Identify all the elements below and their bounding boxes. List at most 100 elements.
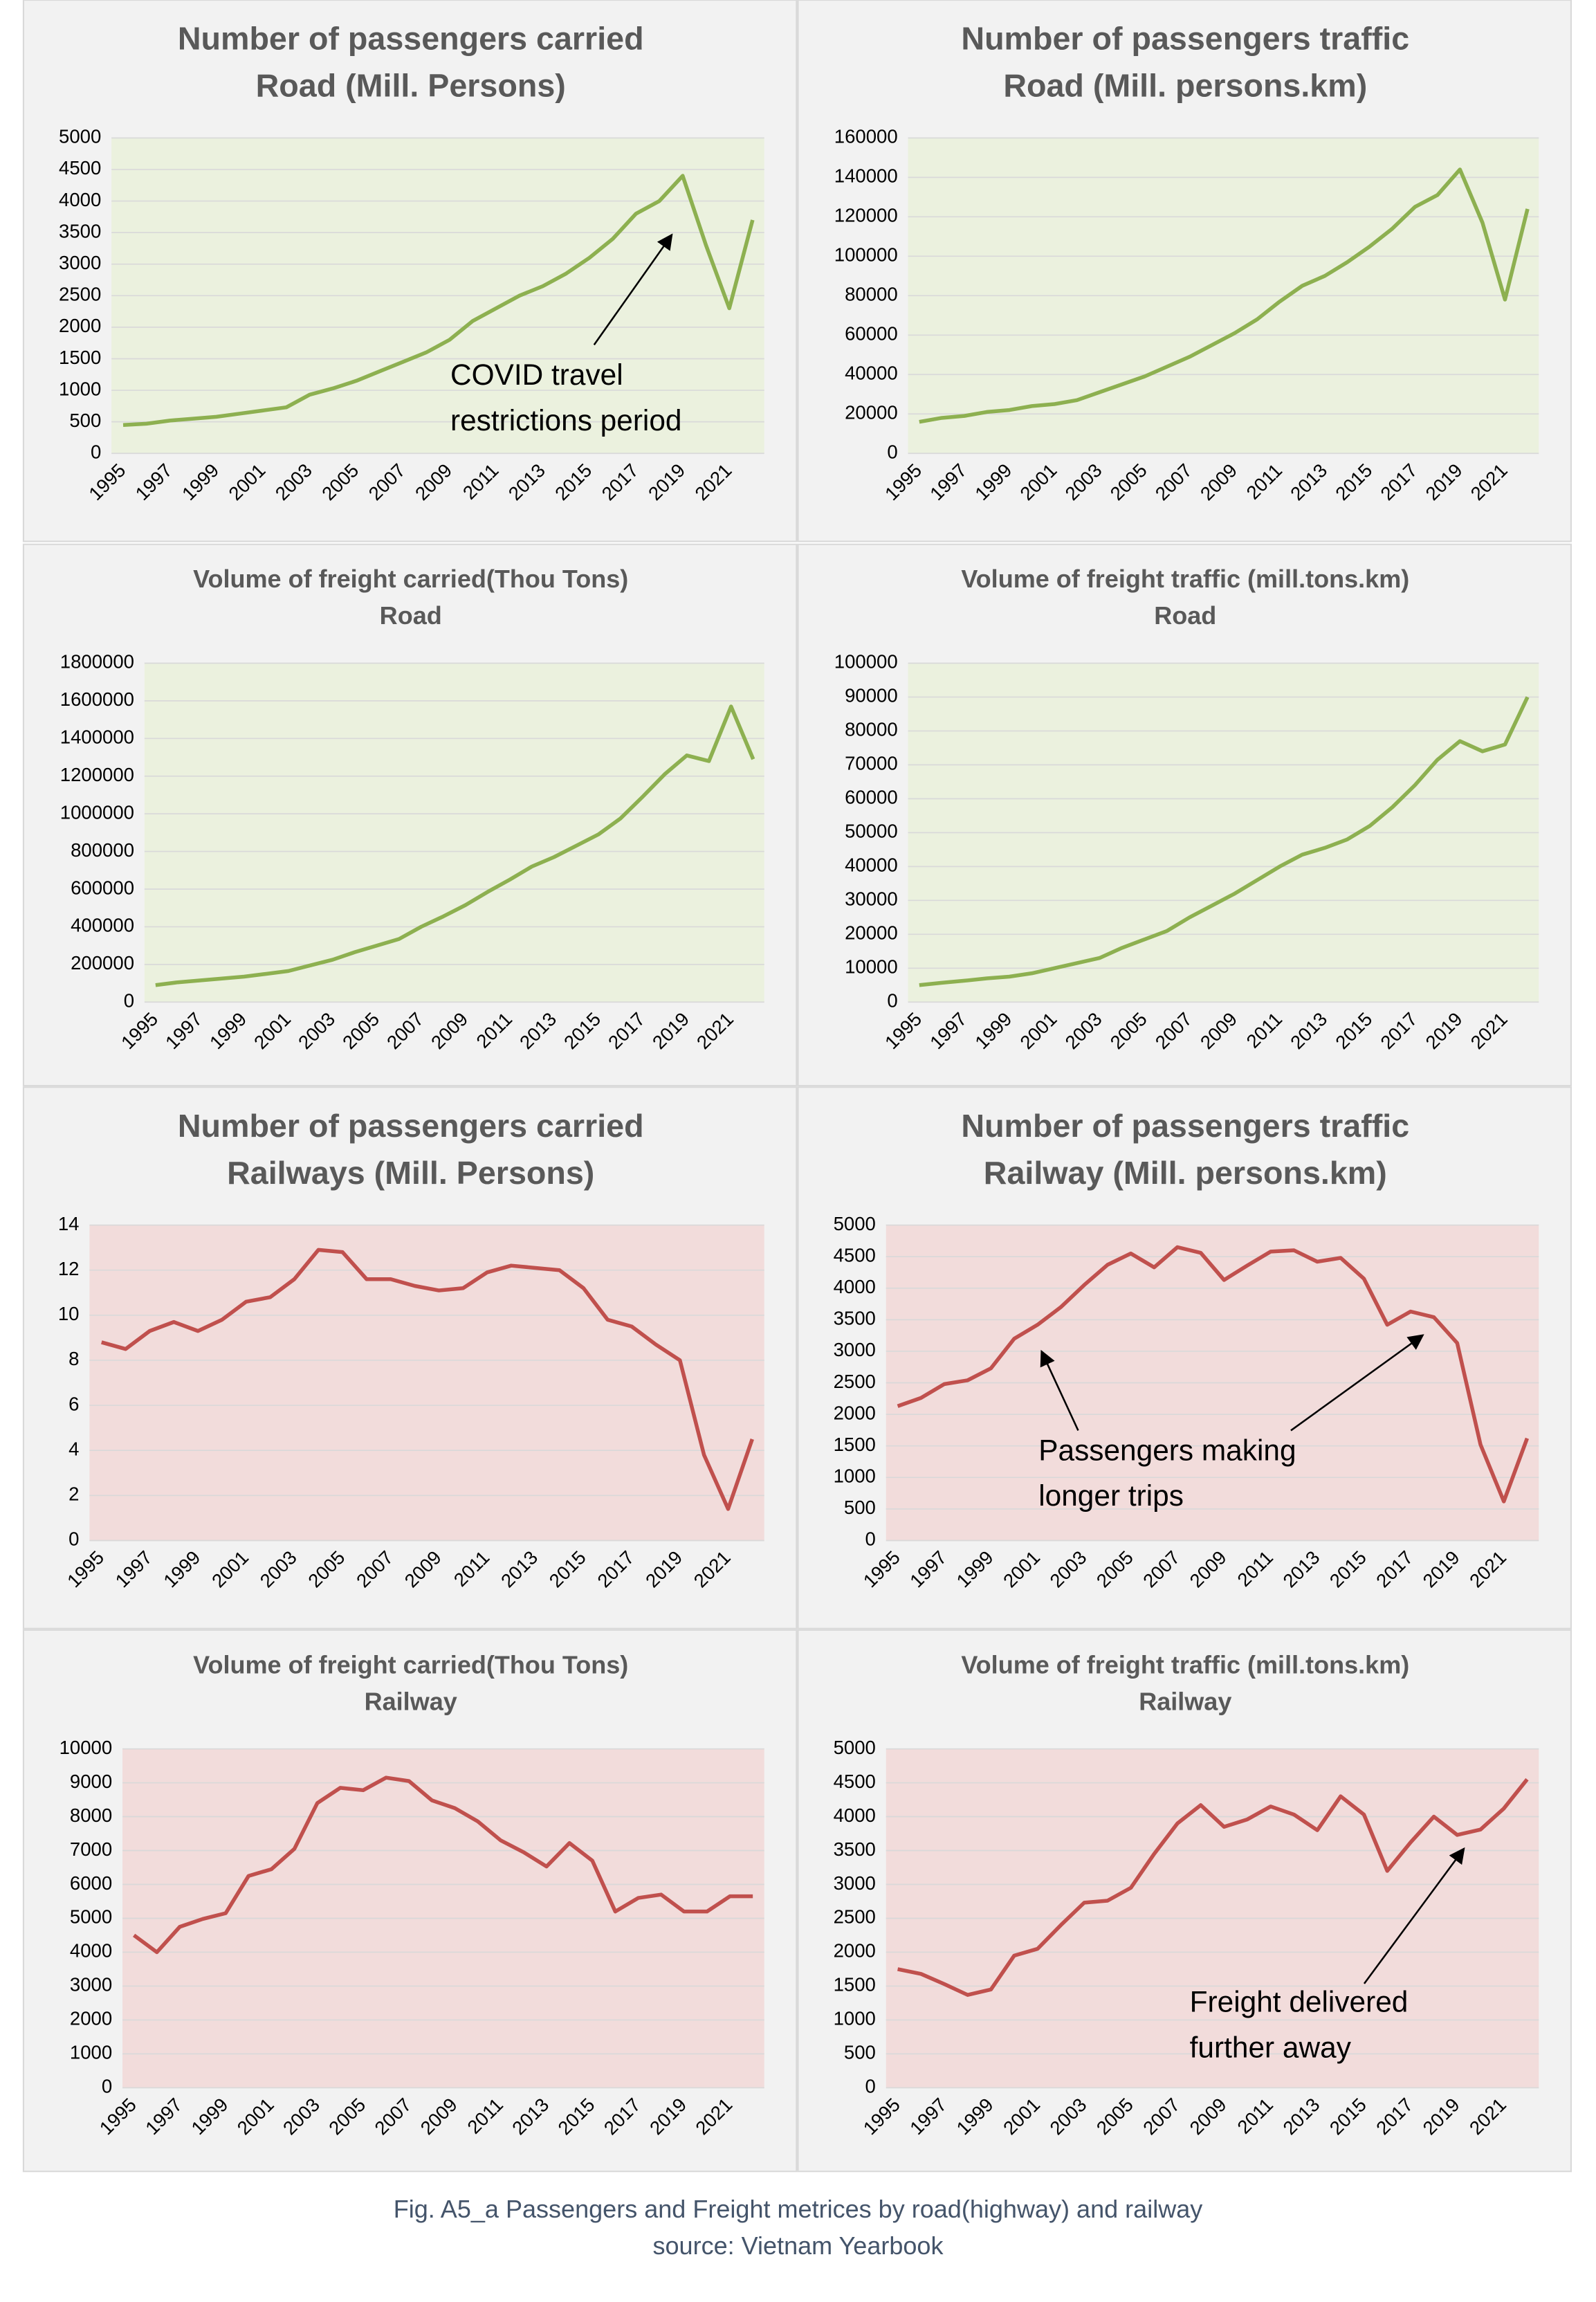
- y-tick-label: 1200000: [60, 764, 134, 785]
- plot-area: [144, 663, 764, 1003]
- y-tick-label: 0: [124, 990, 134, 1012]
- y-tick-label: 30000: [845, 888, 898, 910]
- data-line: [132, 1775, 753, 1955]
- y-tick-label: 5000: [59, 126, 101, 147]
- y-tick-label: 1800000: [60, 651, 134, 673]
- chart-subtitle: Railway: [1139, 1687, 1231, 1715]
- y-tick-label: 2000: [70, 2008, 112, 2029]
- chart-title: Number of passengers carried: [178, 1108, 644, 1144]
- y-tick-label: 1500: [59, 347, 101, 368]
- y-tick-label: 1000000: [60, 801, 134, 823]
- chart-subtitle: Road: [1154, 601, 1216, 630]
- y-tick-label: 4500: [59, 157, 101, 179]
- y-tick-label: 2000: [59, 315, 101, 336]
- y-tick-label: 6000: [70, 1872, 112, 1894]
- annotation-arrow: [1040, 1349, 1079, 1431]
- y-tick-label: 80000: [845, 284, 898, 305]
- y-tick-label: 90000: [845, 685, 898, 706]
- data-line: [101, 1248, 754, 1511]
- y-tick-label: 6: [68, 1393, 79, 1414]
- y-tick-label: 12: [58, 1258, 80, 1279]
- annotation: Freight delivered: [1190, 1986, 1409, 2018]
- data-line: [122, 174, 755, 427]
- y-tick-label: 5000: [834, 1737, 876, 1758]
- caption: Fig. A5_a Passengers and Freight metrice…: [394, 2195, 1203, 2223]
- y-tick-label: 0: [68, 1528, 79, 1550]
- y-tick-label: 5000: [70, 1906, 112, 1928]
- y-tick-label: 3000: [59, 252, 101, 273]
- y-tick-label: 50000: [845, 821, 898, 842]
- y-tick-label: 4000: [59, 189, 101, 210]
- y-tick-label: 500: [844, 1497, 876, 1518]
- y-tick-label: 4500: [834, 1771, 876, 1792]
- y-tick-label: 2000: [834, 1402, 876, 1423]
- data-line: [919, 167, 1530, 424]
- y-tick-label: 4000: [834, 1276, 876, 1297]
- chart-title: Number of passengers traffic: [961, 1108, 1409, 1144]
- y-tick-label: 3500: [59, 220, 101, 241]
- y-tick-label: 4000: [834, 1805, 876, 1826]
- data-line: [897, 1778, 1529, 1997]
- y-tick-label: 3500: [834, 1838, 876, 1860]
- y-tick-label: 14: [58, 1213, 80, 1234]
- y-tick-label: 4: [68, 1438, 79, 1459]
- y-tick-label: 80000: [845, 719, 898, 740]
- chart-title: Volume of freight carried(Thou Tons): [193, 565, 628, 593]
- y-tick-label: 1000: [834, 2008, 876, 2029]
- annotation-arrow: [593, 233, 673, 346]
- y-tick-label: 10000: [845, 956, 898, 978]
- annotation-arrow: [1290, 1334, 1424, 1432]
- chart-subtitle: Road (Mill. persons.km): [1003, 68, 1367, 104]
- annotation: longer trips: [1038, 1479, 1184, 1512]
- y-tick-label: 10: [58, 1303, 80, 1324]
- annotation: COVID travel: [450, 358, 623, 391]
- chart-title: Volume of freight carried(Thou Tons): [193, 1650, 628, 1679]
- y-tick-label: 2500: [834, 1371, 876, 1392]
- y-tick-label: 20000: [845, 402, 898, 423]
- data-line: [919, 696, 1530, 987]
- y-tick-label: 5000: [834, 1213, 876, 1234]
- y-tick-label: 4500: [834, 1244, 876, 1266]
- annotation: further away: [1190, 2031, 1352, 2063]
- y-tick-label: 120000: [834, 205, 898, 226]
- y-tick-label: 100000: [834, 651, 898, 673]
- y-tick-label: 500: [69, 410, 101, 431]
- y-tick-label: 1500: [834, 1434, 876, 1455]
- y-tick-label: 0: [865, 1528, 876, 1550]
- y-tick-label: 3000: [834, 1339, 876, 1360]
- y-tick-label: 1400000: [60, 727, 134, 748]
- y-tick-label: 40000: [845, 855, 898, 876]
- y-tick-label: 3500: [834, 1308, 876, 1329]
- y-tick-label: 400000: [71, 915, 134, 936]
- chart-title: Number of passengers carried: [178, 21, 644, 57]
- y-tick-label: 3000: [834, 1872, 876, 1894]
- y-tick-label: 1000: [70, 2042, 112, 2063]
- y-tick-label: 100000: [834, 244, 898, 266]
- y-tick-label: 0: [887, 441, 897, 463]
- annotation: restrictions period: [450, 404, 682, 437]
- data-line: [897, 1245, 1530, 1504]
- y-tick-label: 2000: [834, 1940, 876, 1962]
- chart-subtitle: Railway: [365, 1687, 457, 1715]
- y-tick-label: 10000: [59, 1737, 113, 1758]
- y-tick-label: 4000: [70, 1940, 112, 1962]
- chart-subtitle: Railways (Mill. Persons): [227, 1155, 594, 1191]
- y-tick-label: 3000: [70, 1974, 112, 1995]
- y-tick-label: 8000: [70, 1805, 112, 1826]
- y-tick-label: 600000: [71, 877, 134, 898]
- y-tick-label: 0: [865, 2076, 876, 2097]
- chart-subtitle: Railway (Mill. persons.km): [984, 1155, 1387, 1191]
- chart-title: Volume of freight traffic (mill.tons.km): [961, 1650, 1409, 1679]
- caption-source: source: Vietnam Yearbook: [653, 2231, 944, 2260]
- annotation-arrow: [1363, 1847, 1465, 1984]
- y-tick-label: 140000: [834, 165, 898, 187]
- y-tick-label: 2500: [59, 284, 101, 305]
- y-tick-label: 1500: [834, 1974, 876, 1995]
- chart-subtitle: Road: [380, 601, 442, 630]
- annotation: Passengers making: [1038, 1434, 1296, 1466]
- y-tick-label: 40000: [845, 363, 898, 384]
- y-tick-label: 60000: [845, 787, 898, 808]
- y-tick-label: 0: [91, 441, 101, 463]
- y-tick-label: 160000: [834, 126, 898, 147]
